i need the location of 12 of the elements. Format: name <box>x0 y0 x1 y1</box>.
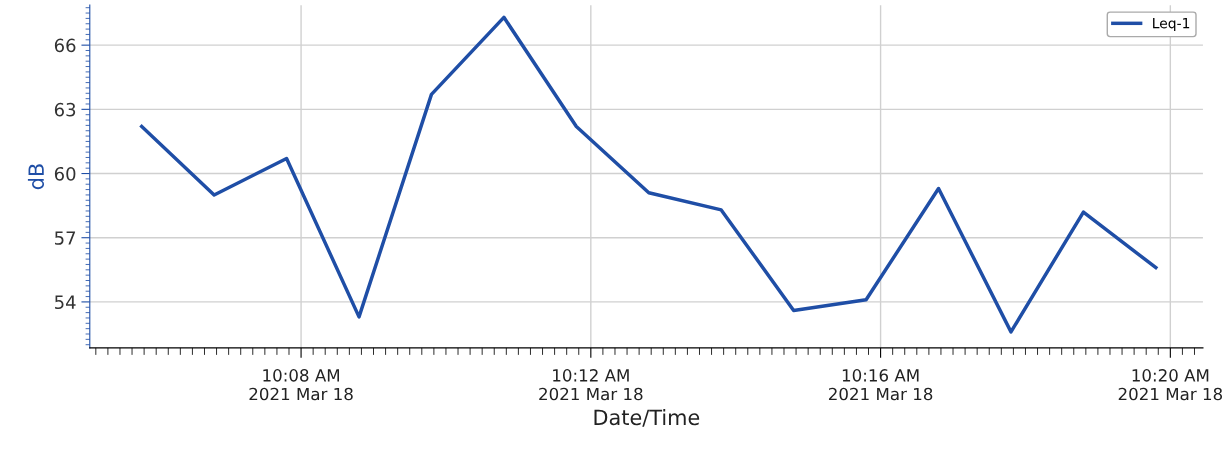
x-tick-label: 10:12 AM 2021 Mar 18 <box>539 369 643 401</box>
legend-label: Leq-1 <box>1153 18 1190 32</box>
x-tick-label: 10:16 AM 2021 Mar 18 <box>828 369 933 401</box>
x-tick-label: 10:20 AM 2021 Mar 18 <box>1118 369 1223 401</box>
y-tick-label: 60 <box>54 166 76 181</box>
x-axis-title: Date/Time <box>594 409 700 427</box>
y-tick-label: 63 <box>54 102 76 117</box>
y-tick-label: 57 <box>55 231 76 245</box>
x-tick-label: 10:08 AM 2021 Mar 18 <box>249 369 353 401</box>
y-axis-title: dB <box>27 164 45 190</box>
y-tick-label: 54 <box>55 295 76 310</box>
y-tick-label: 66 <box>54 38 76 53</box>
